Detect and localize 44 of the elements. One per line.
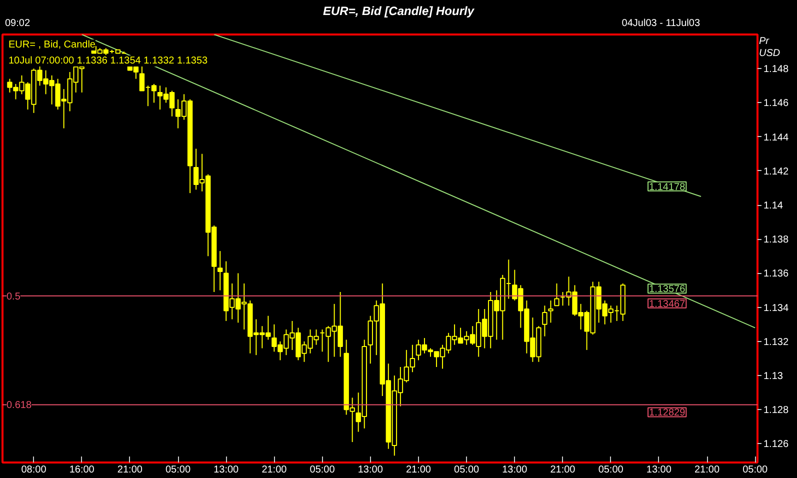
x-tick-label: 05:00 [454,464,480,476]
y-tick-label: 1.132 [764,336,789,348]
annotation: 1.14178 [649,182,686,193]
annotation: EUR= , Bid, Candle [8,40,96,50]
annotation: 10Jul 07:00:00 1.1336 1.1354 1.1332 1.1353 [8,56,208,66]
x-tick-label: 21:00 [262,464,288,476]
x-tick-label: 13:00 [214,464,240,476]
x-tick-label: 13:00 [358,464,384,476]
y-tick-label: 1.148 [764,64,789,76]
x-tick-label: 13:00 [502,464,528,476]
x-tick-label: 21:00 [117,464,143,476]
x-tick-label: 05:00 [166,464,191,476]
y-tick-label: 1.144 [764,132,789,144]
candlestick [218,250,223,291]
candlestick [542,305,548,337]
x-tick-label: 21:00 [694,464,720,476]
y-tick-label: 1.14 [764,200,784,212]
y-tick-label: 1.13 [764,371,784,382]
candlestick [548,300,554,324]
annotation: 0.618 [6,400,32,412]
text: 04Jul03 - 11Jul03 [622,17,700,31]
x-tick-label: 21:00 [550,464,576,476]
x-tick-label: 05:00 [598,464,624,476]
candlestick [554,282,560,306]
y-axis-title: Pr USD [759,36,780,60]
x-tick-label: 16:00 [69,464,95,476]
y-tick-label: 1.138 [764,234,789,246]
y-tick-label: 1.146 [764,98,789,110]
annotation: 1.13576 [649,284,686,296]
text: 09:02 [5,17,30,31]
x-tick-label: 13:00 [646,464,672,476]
y-tick-label: 1.128 [764,405,789,416]
x-tick-label: 05:00 [310,464,336,476]
ref-line-label: 1.13467 [649,298,686,310]
chart-title: EUR=, Bid [Candle] Hourly [322,4,474,18]
x-tick-label: 08:00 [21,464,47,476]
y-tick-label: 1.136 [764,268,789,280]
y-tick-label: 1.126 [764,439,789,450]
x-tick-label: 21:00 [406,464,432,476]
x-tick-label: 05:00 [742,464,768,476]
annotation: 0.5 [6,291,21,302]
ref-line-label: 1.12829 [649,408,686,419]
y-tick-label: 1.134 [764,302,789,314]
y-tick-label: 1.142 [764,166,789,178]
